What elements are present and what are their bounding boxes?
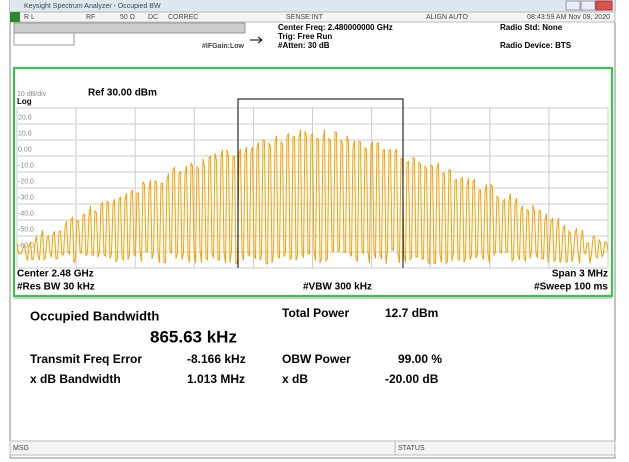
result-label: x dB Bandwidth [30,372,121,386]
result-label: OBW Power [282,352,351,366]
maximize-button[interactable] [580,0,596,11]
footer-bar [9,440,616,456]
y-label: -40.0 [18,210,34,217]
minimize-button[interactable] [565,0,581,11]
y-label: -50.0 [18,226,34,233]
obw-value: 865.63 kHz [150,327,237,346]
vbw: #VBW 300 kHz [303,282,372,293]
center: Center 2.48 GHz [17,269,94,280]
y-label: 20.0 [18,114,32,121]
span: Span 3 MHz [552,269,608,280]
result-value: 1.013 MHz [187,372,245,386]
results-title: Occupied Bandwidth [30,308,159,323]
close-button[interactable] [595,0,613,11]
result-value: 99.00 % [398,352,442,366]
title-bar [10,0,615,12]
ref-level: Ref 30.00 dBm [88,88,157,99]
status: STATUS [398,445,425,452]
result-label: Total Power [282,306,349,320]
result-label: Transmit Freq Error [30,352,142,366]
center-freq: Center Freq: 2.480000000 GHz [278,23,393,32]
impedance: 50 Ω [120,14,135,21]
y-label: -30.0 [18,194,34,201]
obw-bracket [237,98,404,268]
result-value: 12.7 dBm [385,306,438,320]
arrow [250,36,263,44]
res-bw: #Res BW 30 kHz [17,282,95,293]
radio-std: Radio Std: None [500,23,563,32]
sense: SENSE:INT [286,14,324,21]
window-title: Keysight Spectrum Analyzer - Occupied BW [24,3,161,10]
rl: R L [24,14,35,21]
atten: #Atten: 30 dB [278,41,330,50]
indicator [10,12,20,22]
trace-line [16,129,609,266]
datetime: 08:43:59 AM Nov 09, 2020 [527,14,610,21]
radio-device: Radio Device: BTS [500,41,572,50]
coupling: DC [148,14,158,21]
y-label: -10.0 [18,162,34,169]
align: ALIGN AUTO [426,14,468,21]
trig: Trig: Free Run [278,32,332,41]
y-label: 10.0 [18,130,32,137]
y-label: -60.0 [18,242,34,249]
log: Log [17,97,32,106]
input-box-small[interactable] [13,32,75,46]
sweep: #Sweep 100 ms [534,282,608,293]
correction: CORREC [168,14,198,21]
ifgain: #IFGain:Low [202,43,245,50]
trace [16,129,609,266]
y-label: 0.00 [18,146,32,153]
msg: MSG [13,445,29,452]
y-label: -20.0 [18,178,34,185]
rf: RF [86,14,95,21]
scale: 10 dB/div [17,91,47,98]
result-value: -8.166 kHz [187,352,246,366]
result-value: -20.00 dB [385,372,439,386]
input-box[interactable] [13,22,246,34]
result-label: x dB [282,372,308,386]
